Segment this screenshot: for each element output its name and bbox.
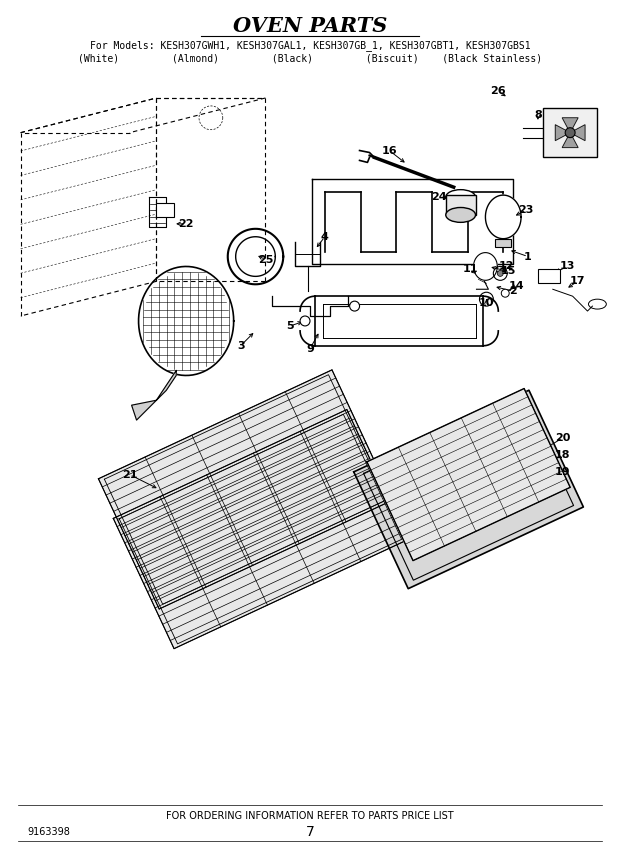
Polygon shape [570, 125, 585, 140]
Text: 1: 1 [524, 252, 532, 262]
Text: 10: 10 [479, 298, 494, 308]
Polygon shape [474, 253, 497, 280]
Text: 16: 16 [381, 146, 397, 156]
Circle shape [350, 301, 360, 311]
Circle shape [565, 128, 575, 138]
Text: 15: 15 [500, 266, 516, 276]
Text: 9: 9 [306, 344, 314, 354]
Polygon shape [367, 389, 570, 561]
Ellipse shape [446, 207, 476, 223]
Text: 11: 11 [463, 265, 478, 275]
FancyBboxPatch shape [538, 270, 560, 283]
Text: 24: 24 [431, 192, 446, 202]
Polygon shape [556, 125, 570, 140]
Circle shape [300, 316, 310, 326]
Text: 20: 20 [555, 433, 570, 443]
Polygon shape [485, 195, 521, 239]
Text: 17: 17 [570, 276, 585, 286]
Text: 2: 2 [509, 286, 517, 296]
Text: For Models: KESH307GWH1, KESH307GAL1, KESH307GB_1, KESH307GBT1, KESH307GBS1: For Models: KESH307GWH1, KESH307GAL1, KE… [90, 40, 530, 51]
Text: 23: 23 [518, 205, 534, 215]
Ellipse shape [446, 190, 476, 205]
Text: 5: 5 [286, 321, 294, 331]
FancyBboxPatch shape [446, 195, 476, 215]
Text: 26: 26 [490, 86, 506, 96]
Polygon shape [354, 390, 583, 589]
Text: 8: 8 [534, 110, 542, 120]
Text: 25: 25 [258, 254, 273, 265]
Polygon shape [131, 371, 176, 420]
Text: 9163398: 9163398 [27, 828, 71, 837]
Circle shape [497, 270, 503, 276]
Polygon shape [562, 133, 578, 147]
Text: 4: 4 [321, 232, 329, 241]
Text: 14: 14 [508, 282, 524, 291]
Text: OVEN PARTS: OVEN PARTS [233, 15, 387, 36]
Text: 13: 13 [560, 261, 575, 271]
FancyBboxPatch shape [543, 108, 598, 158]
Text: 18: 18 [555, 449, 570, 460]
Polygon shape [99, 370, 392, 609]
Text: 22: 22 [179, 219, 194, 229]
Text: 19: 19 [555, 467, 570, 477]
Circle shape [502, 289, 509, 297]
FancyBboxPatch shape [495, 239, 511, 247]
Polygon shape [562, 118, 578, 133]
Polygon shape [113, 409, 407, 649]
Text: (White)         (Almond)         (Black)         (Biscuit)    (Black Stainless): (White) (Almond) (Black) (Biscuit) (Blac… [78, 53, 542, 63]
Text: 7: 7 [306, 825, 314, 840]
Text: FOR ORDERING INFORMATION REFER TO PARTS PRICE LIST: FOR ORDERING INFORMATION REFER TO PARTS … [166, 811, 454, 822]
Text: 21: 21 [122, 470, 138, 479]
Text: 12: 12 [498, 261, 514, 271]
Text: 3: 3 [237, 341, 244, 351]
FancyBboxPatch shape [156, 203, 174, 217]
